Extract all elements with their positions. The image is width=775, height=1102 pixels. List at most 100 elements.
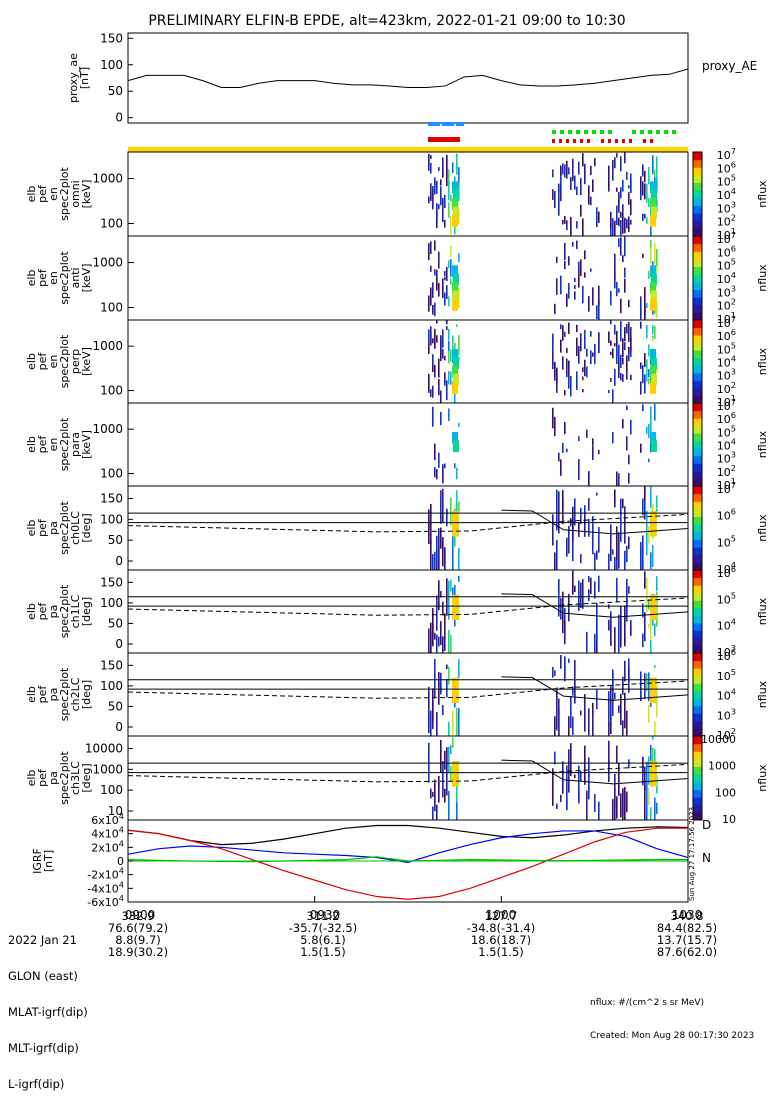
axis-label-line: anti — [69, 267, 82, 288]
igrf-series-0 — [127, 824, 689, 846]
flux-mark — [628, 346, 630, 354]
colorbar-swatch — [693, 258, 702, 268]
generation-stamp: Sun Aug 27 17:17:56 2023 — [688, 807, 696, 901]
colorbar-swatch — [693, 274, 702, 283]
flux-mark — [448, 790, 450, 820]
ytick-label: 100 — [100, 301, 123, 315]
colorbar-swatch — [693, 812, 702, 821]
flux-mark — [656, 495, 658, 509]
colorbar-label: nflux — [756, 347, 769, 375]
flux-mark — [630, 327, 632, 340]
flux-core — [651, 273, 657, 286]
flux-mark — [624, 342, 626, 351]
colorbar-tick: 101 — [717, 393, 736, 409]
flux-mark — [598, 332, 600, 353]
flux-mark — [560, 167, 562, 188]
ytick-label: 0 — [115, 111, 123, 125]
colorbar-tick: 106 — [717, 507, 736, 523]
flux-mark — [448, 629, 450, 653]
flux-mark — [432, 282, 434, 298]
flux-mark — [562, 356, 564, 370]
flux-mark — [642, 213, 644, 221]
flux-mark — [444, 277, 446, 281]
flux-mark — [588, 498, 590, 511]
time-tick-1030: 1030 — [672, 908, 703, 922]
axis-label-line: pef — [36, 268, 49, 287]
flux-mark — [450, 259, 452, 277]
flux-core — [650, 265, 656, 278]
flux-mark — [582, 376, 584, 381]
flux-mark — [570, 177, 572, 191]
flux-mark — [598, 285, 600, 306]
flux-mark — [570, 743, 572, 777]
flux-mark — [436, 276, 438, 291]
flux-mark — [598, 527, 600, 553]
colorbar-swatch — [693, 410, 702, 419]
flux-mark — [596, 207, 598, 228]
flux-mark — [594, 794, 596, 812]
time-tick-1000: 1000 — [486, 908, 517, 922]
flux-mark — [444, 219, 446, 228]
flux-mark — [626, 802, 628, 813]
colorbar-swatch — [693, 705, 702, 714]
mlat-value: -35.7(-32.5) — [288, 921, 358, 935]
ytick-label: 100 — [100, 512, 123, 526]
pa-trace-line — [501, 759, 689, 785]
flux-mark — [646, 761, 648, 805]
flux-mark — [618, 191, 620, 212]
flux-mark — [590, 196, 592, 206]
flux-mark — [654, 721, 656, 736]
colorbar-swatch — [693, 508, 702, 518]
ytick-label: 1000 — [92, 422, 123, 436]
axis-label-line: pa — [47, 771, 60, 785]
flux-core — [651, 440, 657, 452]
colorbar-swatch — [693, 736, 702, 745]
flux-mark — [560, 459, 562, 476]
flux-mark — [586, 366, 588, 378]
ytick-label: 100 — [100, 384, 123, 398]
flux-mark — [610, 351, 612, 355]
flux-mark — [624, 637, 626, 647]
flux-mark — [654, 664, 656, 669]
flux-mark — [450, 195, 452, 202]
flux-mark — [592, 445, 594, 461]
flux-core — [452, 299, 458, 311]
flux-mark — [454, 222, 456, 235]
flux-core — [650, 382, 656, 394]
flux-mark — [430, 155, 432, 159]
flux-mark — [428, 373, 430, 393]
flux-mark — [624, 660, 626, 682]
colorbar-swatch — [693, 190, 702, 199]
flux-mark — [554, 751, 556, 765]
flux-mark — [444, 271, 446, 277]
flux-mark — [574, 277, 576, 282]
flux-mark — [458, 253, 460, 263]
flux-mark — [552, 768, 554, 806]
colorbar-swatch — [693, 615, 702, 624]
axis-label-line: ch3LC — [69, 761, 82, 795]
flux-mark — [564, 620, 566, 645]
mlt-value: 13.7(15.7) — [656, 933, 718, 947]
flux-mark — [452, 162, 454, 173]
flux-mark — [428, 628, 430, 653]
flux-mark — [622, 720, 624, 736]
flux-mark — [570, 375, 572, 397]
footer-units: nflux: #/(cm^2 s sr MeV) Created: Mon Au… — [590, 976, 754, 1053]
flux-mark — [434, 795, 436, 812]
flux-mark — [456, 155, 458, 175]
axis-label-line: spec2plot — [58, 167, 71, 221]
flux-mark — [458, 708, 460, 736]
colorbar-swatch — [693, 312, 702, 321]
flux-mark — [614, 786, 616, 820]
flux-mark — [446, 664, 448, 670]
flux-mark — [566, 293, 568, 307]
flux-mark — [626, 355, 628, 372]
flux-mark — [458, 547, 460, 570]
flux-mark — [438, 775, 440, 803]
flux-mark — [428, 509, 430, 545]
flux-mark — [434, 371, 436, 378]
flux-mark — [620, 793, 622, 805]
axis-label-line: pef — [36, 685, 49, 704]
